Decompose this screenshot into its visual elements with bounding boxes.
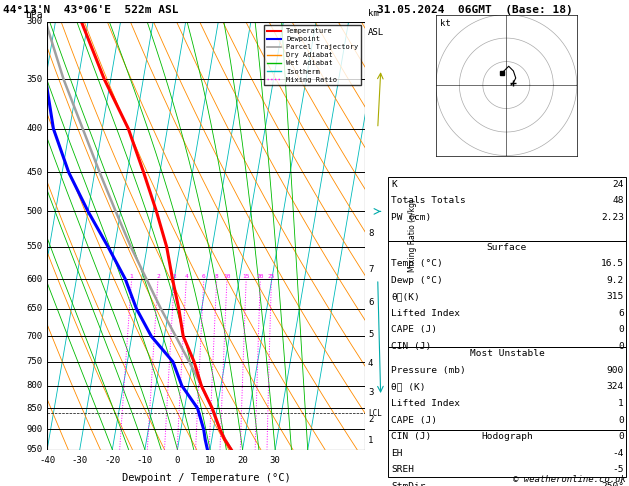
Text: 20: 20 — [237, 456, 248, 465]
Text: 800: 800 — [26, 382, 42, 390]
Text: 8: 8 — [215, 274, 219, 279]
Text: LCL: LCL — [368, 409, 382, 418]
Text: 15: 15 — [242, 274, 250, 279]
Text: 3: 3 — [368, 388, 374, 397]
Text: 10: 10 — [223, 274, 231, 279]
Text: 3: 3 — [172, 274, 176, 279]
Text: 400: 400 — [26, 124, 42, 133]
Text: 6: 6 — [202, 274, 206, 279]
Text: CIN (J): CIN (J) — [391, 342, 431, 351]
Text: CAPE (J): CAPE (J) — [391, 325, 437, 334]
Text: 4: 4 — [368, 359, 374, 368]
Text: 0: 0 — [618, 325, 624, 334]
Text: 350: 350 — [26, 74, 42, 84]
Text: 600: 600 — [26, 275, 42, 283]
Text: Surface: Surface — [487, 243, 527, 252]
Text: θᴄ (K): θᴄ (K) — [391, 382, 426, 392]
Text: 7: 7 — [368, 265, 374, 274]
Text: CIN (J): CIN (J) — [391, 432, 431, 441]
Text: 44°13'N  43°06'E  522m ASL: 44°13'N 43°06'E 522m ASL — [3, 5, 179, 15]
Text: 250°: 250° — [601, 482, 624, 486]
Text: Mixing Ratio (g/kg): Mixing Ratio (g/kg) — [408, 199, 417, 272]
Text: 900: 900 — [26, 425, 42, 434]
Text: Totals Totals: Totals Totals — [391, 196, 466, 206]
Text: 6: 6 — [368, 298, 374, 308]
Text: K: K — [391, 180, 397, 189]
Text: 5: 5 — [368, 330, 374, 339]
Text: Lifted Index: Lifted Index — [391, 309, 460, 318]
Text: Dewpoint / Temperature (°C): Dewpoint / Temperature (°C) — [121, 473, 291, 483]
Text: -5: -5 — [613, 465, 624, 474]
Text: StmDir: StmDir — [391, 482, 426, 486]
Text: 450: 450 — [26, 168, 42, 177]
Text: kt: kt — [440, 19, 451, 28]
Text: 0: 0 — [175, 456, 180, 465]
Text: 9.2: 9.2 — [607, 276, 624, 285]
Text: 850: 850 — [26, 404, 42, 413]
Text: 48: 48 — [613, 196, 624, 206]
Text: 2.23: 2.23 — [601, 213, 624, 222]
Text: Most Unstable: Most Unstable — [470, 349, 544, 359]
Text: 500: 500 — [26, 207, 42, 216]
Text: 4: 4 — [184, 274, 188, 279]
Text: 10: 10 — [204, 456, 215, 465]
Text: CAPE (J): CAPE (J) — [391, 416, 437, 425]
Text: 1: 1 — [368, 436, 374, 445]
Text: 20: 20 — [257, 274, 264, 279]
Text: -40: -40 — [39, 456, 55, 465]
Text: 16.5: 16.5 — [601, 259, 624, 268]
Text: hPa: hPa — [25, 10, 42, 20]
Text: 31.05.2024  06GMT  (Base: 18): 31.05.2024 06GMT (Base: 18) — [377, 5, 573, 15]
Text: 25: 25 — [268, 274, 275, 279]
Text: km: km — [368, 9, 379, 17]
Text: 315: 315 — [607, 292, 624, 301]
Text: ASL: ASL — [368, 28, 384, 37]
Text: 950: 950 — [26, 445, 42, 454]
Text: Dewp (°C): Dewp (°C) — [391, 276, 443, 285]
Text: 1: 1 — [618, 399, 624, 408]
Text: © weatheronline.co.uk: © weatheronline.co.uk — [513, 474, 626, 484]
Text: 550: 550 — [26, 242, 42, 251]
Legend: Temperature, Dewpoint, Parcel Trajectory, Dry Adiabat, Wet Adiabat, Isotherm, Mi: Temperature, Dewpoint, Parcel Trajectory… — [264, 25, 361, 86]
Text: 24: 24 — [613, 180, 624, 189]
Text: Pressure (mb): Pressure (mb) — [391, 366, 466, 375]
Text: 650: 650 — [26, 304, 42, 313]
Text: SREH: SREH — [391, 465, 415, 474]
Text: 30: 30 — [270, 456, 281, 465]
Text: 2: 2 — [156, 274, 160, 279]
Text: Hodograph: Hodograph — [481, 432, 533, 441]
Text: 324: 324 — [607, 382, 624, 392]
Text: -20: -20 — [104, 456, 120, 465]
Text: 300: 300 — [26, 17, 42, 26]
Text: 0: 0 — [618, 342, 624, 351]
Text: θᴄ(K): θᴄ(K) — [391, 292, 420, 301]
Text: Temp (°C): Temp (°C) — [391, 259, 443, 268]
Text: 700: 700 — [26, 332, 42, 341]
Text: 900: 900 — [607, 366, 624, 375]
Text: EH: EH — [391, 449, 403, 458]
Text: Lifted Index: Lifted Index — [391, 399, 460, 408]
Text: 1: 1 — [130, 274, 133, 279]
Text: 8: 8 — [368, 229, 374, 238]
Text: -10: -10 — [137, 456, 153, 465]
Text: -4: -4 — [613, 449, 624, 458]
Text: 750: 750 — [26, 357, 42, 366]
Text: 0: 0 — [618, 432, 624, 441]
Text: -30: -30 — [72, 456, 88, 465]
Text: 6: 6 — [618, 309, 624, 318]
Text: PW (cm): PW (cm) — [391, 213, 431, 222]
Text: 0: 0 — [618, 416, 624, 425]
Text: 2: 2 — [368, 415, 374, 423]
